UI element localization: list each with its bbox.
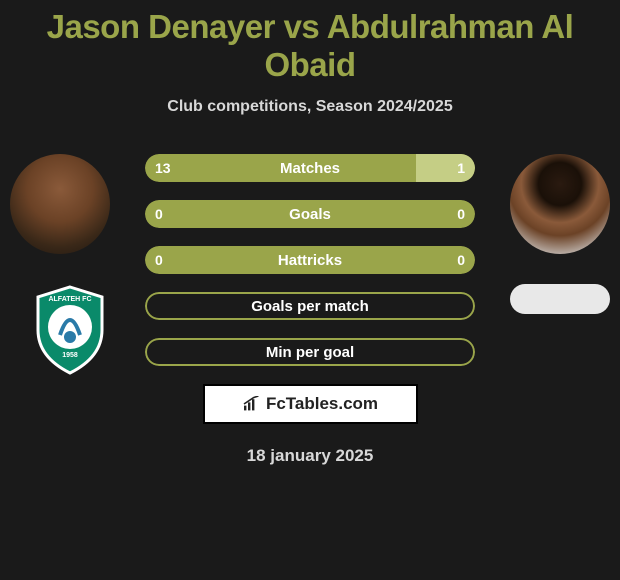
player1-face xyxy=(10,154,110,254)
player2-avatar xyxy=(510,154,610,254)
player1-avatar xyxy=(10,154,110,254)
stat-label: Min per goal xyxy=(145,338,475,366)
chart-icon xyxy=(242,396,262,412)
club2-badge xyxy=(510,284,610,314)
svg-text:ALFATEH FC: ALFATEH FC xyxy=(48,296,91,303)
page-title: Jason Denayer vs Abdulrahman Al Obaid xyxy=(0,0,620,84)
subtitle: Club competitions, Season 2024/2025 xyxy=(0,98,620,116)
svg-text:1958: 1958 xyxy=(62,352,78,359)
club1-badge: ALFATEH FC 1958 xyxy=(20,280,120,380)
stat-label: Goals per match xyxy=(145,292,475,320)
stat-row: Goals per match xyxy=(145,292,475,320)
stat-row: 00Hattricks xyxy=(145,246,475,274)
stat-label: Goals xyxy=(145,200,475,228)
brand-text: FcTables.com xyxy=(266,394,378,414)
brand-box: FcTables.com xyxy=(203,384,418,424)
stat-row: 00Goals xyxy=(145,200,475,228)
shield-icon: ALFATEH FC 1958 xyxy=(30,285,110,375)
stat-label: Matches xyxy=(145,154,475,182)
stat-row: 131Matches xyxy=(145,154,475,182)
stat-label: Hattricks xyxy=(145,246,475,274)
comparison-content: ALFATEH FC 1958 131Matches 00Goals 00Hattr… xyxy=(0,154,620,466)
player2-face xyxy=(510,154,610,254)
stat-row: Min per goal xyxy=(145,338,475,366)
stat-bars: 131Matches 00Goals 00Hattricks Goals per ma… xyxy=(145,154,475,366)
date: 18 january 2025 xyxy=(0,446,620,466)
